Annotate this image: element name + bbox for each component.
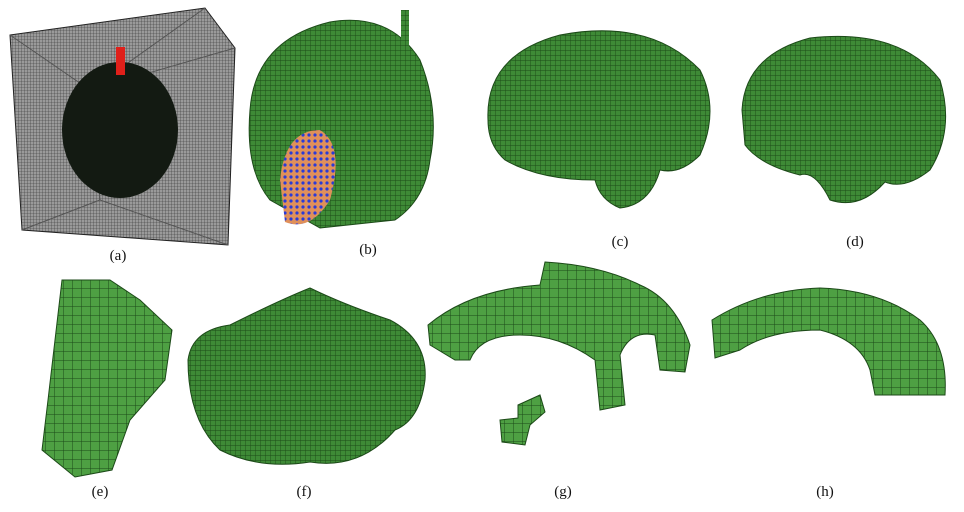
panel-f: (f): [188, 288, 425, 500]
panel-label: (a): [110, 248, 127, 264]
panel-label: (h): [816, 484, 834, 500]
panel-e: (e): [42, 280, 172, 500]
figure: (a) (b) (c) (d) (e) (f) (g) (h): [0, 0, 964, 507]
panel-label: (g): [554, 484, 572, 500]
panel-label: (b): [359, 242, 377, 258]
panel-label: (c): [612, 234, 629, 250]
panel-b: (b): [249, 10, 433, 258]
panel-label: (f): [297, 484, 312, 500]
panel-label: (d): [846, 234, 864, 250]
panel-c: (c): [488, 31, 710, 250]
page: (a) (b) (c) (d) (e) (f) (g) (h) (() => {…: [0, 0, 964, 507]
panel-label: (e): [92, 484, 109, 500]
panel-h: (h): [712, 288, 945, 500]
panel-g: (g): [428, 262, 690, 500]
panel-d: (d): [742, 36, 946, 250]
panel-a: (a): [10, 8, 235, 264]
